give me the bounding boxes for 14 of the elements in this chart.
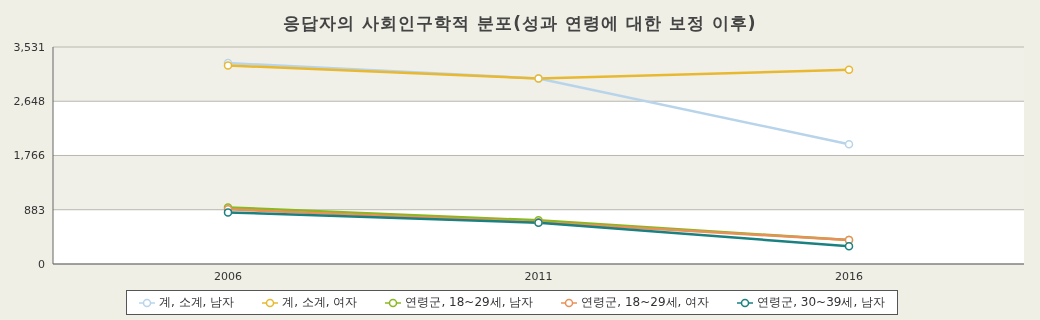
legend-label: 연령군, 30~39세, 남자 xyxy=(756,294,886,311)
x-tick-label: 2011 xyxy=(524,269,553,283)
legend-label: 연령군, 18~29세, 여자 xyxy=(580,294,710,311)
chart-title: 응답자의 사회인구학적 분포(성과 연령에 대한 보정 이후) xyxy=(282,12,758,35)
y-tick-label: 3,531 xyxy=(13,40,45,54)
y-tick-label: 1,766 xyxy=(13,149,45,163)
y-tick-label: 2,648 xyxy=(13,95,45,109)
legend-label: 계, 소계, 여자 xyxy=(281,294,358,311)
legend-label: 연령군, 18~29세, 남자 xyxy=(404,294,534,311)
x-tick-label: 2016 xyxy=(835,269,863,283)
y-tick-label: 0 xyxy=(38,257,45,271)
x-tick-label: 2006 xyxy=(214,269,242,283)
legend-label: 계, 소계, 남자 xyxy=(157,294,235,311)
y-tick-label: 883 xyxy=(24,203,45,217)
